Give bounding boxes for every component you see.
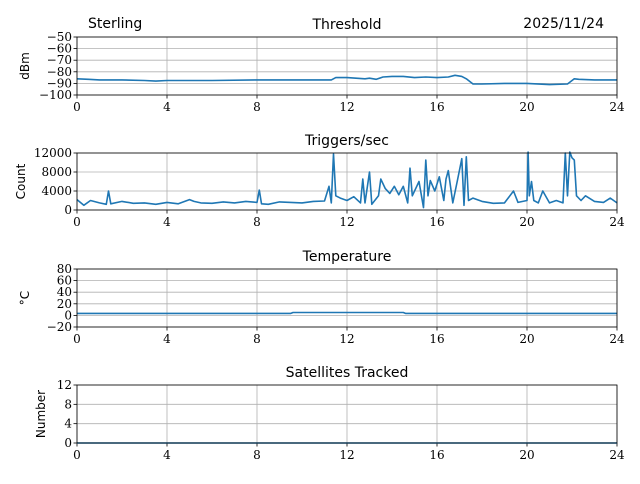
x-tick-label: 16 <box>429 448 444 462</box>
y-tick-label: 0 <box>64 203 72 217</box>
x-tick-label: 24 <box>609 215 625 229</box>
x-tick-label: 24 <box>609 448 625 462</box>
y-tick-label: 12000 <box>34 146 72 160</box>
x-tick-label: 12 <box>339 215 354 229</box>
y-tick-label: 8000 <box>41 165 72 179</box>
panel-title: Threshold <box>312 17 382 33</box>
y-tick-label: 8 <box>64 397 72 411</box>
x-tick-label: 20 <box>519 100 534 114</box>
x-tick-label: 8 <box>253 448 261 462</box>
y-tick-label: −100 <box>39 88 72 102</box>
y-axis-label: Count <box>14 163 28 199</box>
y-tick-label: 80 <box>57 262 72 276</box>
x-tick-label: 4 <box>163 100 171 114</box>
y-axis-label: Number <box>34 390 48 438</box>
panel-title: Temperature <box>302 249 392 265</box>
y-tick-label: 12 <box>57 378 72 392</box>
x-tick-label: 12 <box>339 332 354 346</box>
x-tick-label: 0 <box>73 332 81 346</box>
panel-1: 0 4 8 12 16 20 24 0 4000 8000 12000 Triggers/sec Cou… <box>14 133 625 229</box>
x-tick-label: 24 <box>609 332 625 346</box>
x-tick-label: 12 <box>339 100 354 114</box>
x-tick-label: 8 <box>253 332 261 346</box>
x-tick-label: 16 <box>429 100 444 114</box>
x-tick-label: 12 <box>339 448 354 462</box>
x-tick-label: 4 <box>163 332 171 346</box>
panel-title: Triggers/sec <box>304 133 389 149</box>
x-tick-label: 4 <box>163 215 171 229</box>
y-tick-label: 0 <box>64 436 72 450</box>
x-tick-label: 0 <box>73 100 81 114</box>
x-tick-label: 4 <box>163 448 171 462</box>
date-label: 2025/11/24 <box>523 16 604 32</box>
y-axis-label: °C <box>18 291 32 305</box>
x-tick-label: 16 <box>429 332 444 346</box>
x-tick-label: 24 <box>609 100 625 114</box>
panel-title: Satellites Tracked <box>286 365 409 381</box>
x-tick-label: 8 <box>253 215 261 229</box>
x-tick-label: 16 <box>429 215 444 229</box>
x-tick-label: 8 <box>253 100 261 114</box>
y-tick-label: 4000 <box>41 184 72 198</box>
x-tick-label: 0 <box>73 215 81 229</box>
y-axis-label: dBm <box>18 52 32 80</box>
data-series-line <box>77 313 617 314</box>
station-label: Sterling <box>88 16 142 32</box>
panel-3: 0 4 8 12 16 20 24 0 4 8 12 Satellites Tracked Number <box>34 365 625 462</box>
x-tick-label: 20 <box>519 448 534 462</box>
y-tick-label: 4 <box>64 417 72 431</box>
x-tick-label: 0 <box>73 448 81 462</box>
x-tick-label: 20 <box>519 215 534 229</box>
x-tick-label: 20 <box>519 332 534 346</box>
